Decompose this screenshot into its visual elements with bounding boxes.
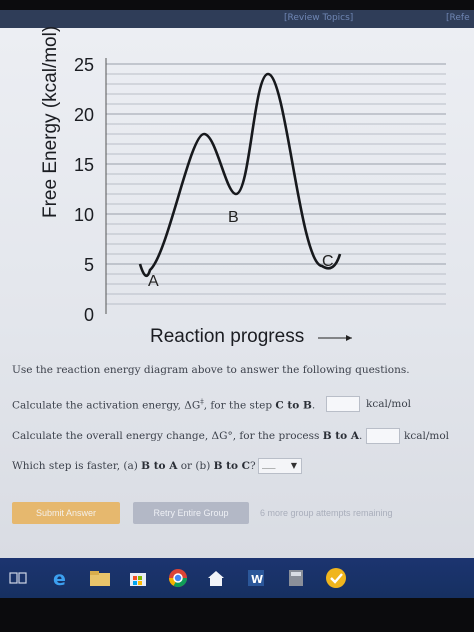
dropdown-arrow-icon: ▼ bbox=[290, 461, 297, 470]
label-b: B bbox=[228, 209, 239, 226]
question-1: Calculate the activation energy, ΔG‡, fo… bbox=[12, 398, 316, 412]
bottom-frame bbox=[0, 598, 474, 632]
review-topics-link[interactable]: [Review Topics] bbox=[284, 13, 354, 23]
chrome-icon[interactable] bbox=[166, 566, 190, 590]
svg-text:W: W bbox=[251, 573, 263, 586]
q1-step: C to B bbox=[275, 399, 312, 412]
double-dagger-icon: ‡ bbox=[200, 398, 204, 406]
arrow-head-icon bbox=[346, 335, 352, 341]
checkmark-app-icon[interactable] bbox=[324, 566, 348, 590]
svg-text:e: e bbox=[53, 568, 66, 588]
q3-text: Which step is faster, (a) bbox=[12, 460, 138, 472]
y-tick-label: 20 bbox=[74, 105, 94, 125]
label-a: A bbox=[148, 273, 159, 290]
y-tick-label: 0 bbox=[84, 305, 94, 325]
activation-energy-input[interactable] bbox=[326, 396, 360, 412]
y-tick-label: 25 bbox=[74, 55, 94, 75]
energy-diagram: 25 20 15 10 5 0 A B C bbox=[74, 55, 446, 341]
references-link[interactable]: [Refe bbox=[446, 13, 470, 23]
top-bar: [Review Topics] [Refe bbox=[0, 0, 474, 30]
y-tick-label: 5 bbox=[84, 255, 94, 275]
select-value: ___ bbox=[262, 459, 276, 469]
attempts-remaining-text: 6 more group attempts remaining bbox=[260, 508, 393, 518]
header-links-bar: [Review Topics] [Refe bbox=[0, 10, 474, 28]
q2-text: Calculate the overall energy change, ΔG°… bbox=[12, 430, 320, 442]
file-explorer-icon[interactable] bbox=[88, 566, 112, 590]
x-axis-label: Reaction progress bbox=[150, 326, 305, 347]
energy-curve bbox=[138, 72, 342, 278]
y-tick-labels: 25 20 15 10 5 0 bbox=[74, 55, 94, 325]
q3-option-b: B to C bbox=[213, 460, 251, 472]
q3-or: or (b) bbox=[180, 460, 211, 472]
energy-change-input[interactable] bbox=[366, 428, 400, 444]
y-tick-label: 15 bbox=[74, 155, 94, 175]
question-page: 25 20 15 10 5 0 A B C Free Energy (kcal/mol) … bbox=[0, 25, 474, 558]
faster-step-select[interactable]: ___ ▼ bbox=[258, 458, 302, 474]
windows-taskbar: e W bbox=[0, 558, 474, 598]
store-icon[interactable] bbox=[126, 566, 150, 590]
label-c: C bbox=[322, 253, 334, 270]
y-tick-label: 10 bbox=[74, 205, 94, 225]
gridlines bbox=[106, 63, 446, 305]
intro-text: Use the reaction energy diagram above to… bbox=[12, 364, 410, 376]
y-axis-label: Free Energy (kcal/mol) bbox=[40, 25, 61, 218]
q2-unit: kcal/mol bbox=[404, 430, 450, 442]
task-view-icon[interactable] bbox=[6, 566, 30, 590]
q3-option-a: B to A bbox=[141, 460, 178, 472]
q1-tail: , for the step bbox=[203, 399, 273, 412]
question-2: Calculate the overall energy change, ΔG°… bbox=[12, 430, 363, 442]
calculator-icon[interactable] bbox=[284, 566, 308, 590]
retry-group-button[interactable]: Retry Entire Group bbox=[133, 502, 249, 524]
question-3: Which step is faster, (a) B to A or (b) … bbox=[12, 460, 256, 472]
q1-text: Calculate the activation energy, ΔG bbox=[12, 399, 201, 412]
q2-process: B to A bbox=[322, 430, 359, 442]
word-icon[interactable]: W bbox=[244, 566, 268, 590]
submit-answer-button[interactable]: Submit Answer bbox=[12, 502, 120, 524]
q1-unit: kcal/mol bbox=[366, 398, 412, 410]
edge-browser-icon[interactable]: e bbox=[48, 566, 72, 590]
home-icon[interactable] bbox=[204, 566, 228, 590]
